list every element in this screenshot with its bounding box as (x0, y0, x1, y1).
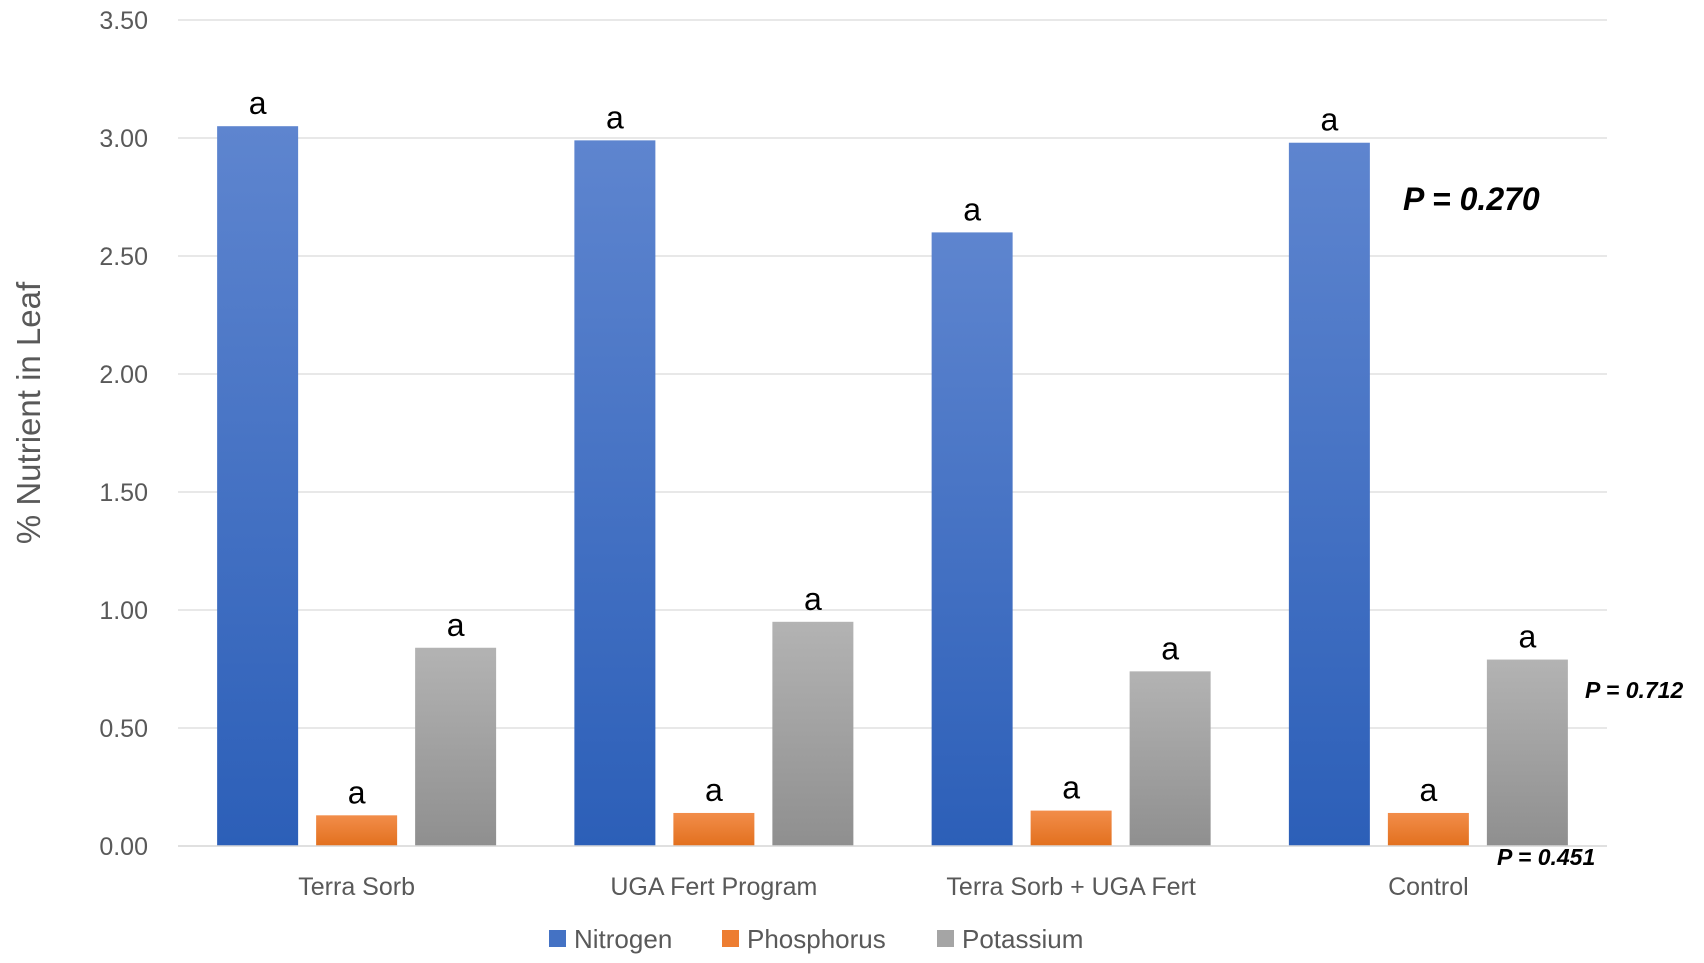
x-category-label: Terra Sorb (298, 873, 415, 901)
y-tick-label: 0.50 (99, 715, 148, 743)
legend-label-potassium: Potassium (962, 924, 1083, 954)
bar-potassium (1129, 671, 1211, 846)
legend: Nitrogen Phosphorus Potassium (549, 924, 1083, 954)
bar-potassium (1486, 659, 1568, 846)
p-value-potassium: P = 0.712 (1585, 677, 1683, 703)
significance-label: a (447, 607, 465, 643)
y-tick-label: 3.00 (99, 125, 148, 153)
x-axis-categories: Terra Sorb UGA Fert Program Terra Sorb + U… (298, 873, 1468, 901)
y-tick-label: 2.50 (99, 243, 148, 271)
bar-phosphorus (316, 815, 398, 846)
bar-nitrogen (1288, 142, 1370, 847)
significance-label: a (348, 774, 366, 810)
p-value-phosphorus: P = 0.451 (1497, 844, 1595, 870)
y-tick-label: 1.50 (99, 479, 148, 507)
legend-swatch-potassium (937, 930, 954, 947)
bar-phosphorus (1387, 812, 1469, 846)
bar-potassium (772, 621, 854, 846)
legend-swatch-nitrogen (549, 930, 566, 947)
significance-label: a (1518, 619, 1536, 655)
bar-nitrogen (217, 126, 299, 846)
x-category-label: Terra Sorb + UGA Fert (946, 873, 1195, 901)
x-category-label: Control (1388, 873, 1469, 901)
legend-label-nitrogen: Nitrogen (574, 924, 672, 954)
x-category-label: UGA Fert Program (610, 873, 817, 901)
bar-phosphorus (1030, 810, 1112, 846)
y-tick-label: 0.00 (99, 833, 148, 861)
p-value-nitrogen: P = 0.270 (1403, 181, 1540, 217)
y-axis-label: % Nutrient in Leaf (10, 281, 47, 544)
bar-phosphorus (673, 812, 755, 846)
y-axis-ticks: 0.00 0.50 1.00 1.50 2.00 2.50 3.00 3.50 (99, 7, 148, 861)
bar-nitrogen (931, 232, 1013, 846)
legend-swatch-phosphorus (722, 930, 739, 947)
significance-label: a (705, 772, 723, 808)
legend-label-phosphorus: Phosphorus (747, 924, 886, 954)
significance-label: a (804, 581, 822, 617)
significance-label: a (1161, 630, 1179, 666)
significance-label: a (1419, 772, 1437, 808)
significance-label: a (963, 191, 981, 227)
significance-label: a (1320, 102, 1338, 138)
y-tick-label: 1.00 (99, 597, 148, 625)
y-tick-label: 3.50 (99, 7, 148, 35)
significance-label: a (1062, 770, 1080, 806)
gridlines (178, 19, 1607, 847)
significance-label: a (249, 85, 267, 121)
bar-nitrogen (574, 140, 656, 847)
bar-potassium (415, 647, 497, 846)
bar-series: a a a a a a a a a a a a (217, 85, 1568, 847)
significance-label: a (606, 99, 624, 135)
y-tick-label: 2.00 (99, 361, 148, 389)
